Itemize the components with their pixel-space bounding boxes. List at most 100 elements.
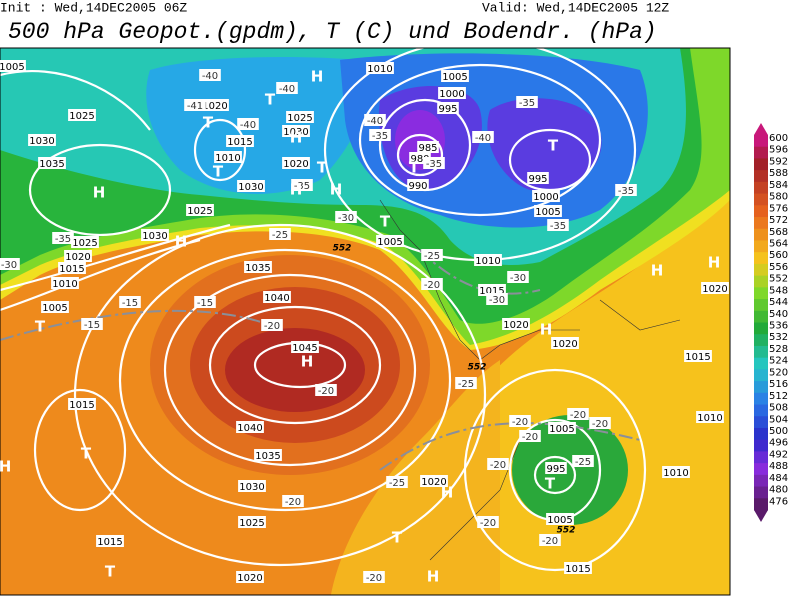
isobar-label-box	[420, 475, 448, 487]
isobar-label-box	[236, 571, 264, 583]
temperature-label: -40	[367, 116, 383, 127]
temperature-label-box	[567, 408, 589, 420]
colorbar-label: 560	[769, 250, 788, 261]
isobar-label: 1035	[245, 263, 270, 274]
colorbar-segment	[754, 345, 768, 359]
isobar-label-box	[236, 421, 264, 433]
isobar-label: 995	[438, 104, 457, 115]
colorbar-label: 528	[769, 344, 788, 355]
pressure-center: H	[0, 458, 11, 476]
temperature-label-box	[276, 82, 298, 94]
temperature-label-box	[386, 476, 408, 488]
isobar-label: 1015	[59, 264, 84, 275]
temperature-label: -40	[240, 120, 256, 131]
temperature-label-box	[572, 455, 594, 467]
isobar-label: 1010	[367, 64, 392, 75]
pressure-center: H	[708, 254, 721, 272]
pressure-center: T	[35, 318, 46, 336]
colorbar-segment	[754, 299, 768, 312]
isobar-label-box	[58, 262, 86, 274]
temperature-label-box	[472, 131, 494, 143]
temperature-label: -20	[592, 419, 608, 430]
colorbar-label: 576	[769, 203, 788, 214]
isobar-label: 1030	[239, 482, 264, 493]
isobar-label: 1015	[69, 400, 94, 411]
temperature-label: -30	[510, 273, 526, 284]
temperature-label: -40	[475, 133, 491, 144]
isobar-label: 1005	[547, 515, 572, 526]
pressure-center: H	[311, 68, 324, 86]
temperature-label: -30	[489, 295, 505, 306]
isobar-label: 1040	[264, 293, 289, 304]
isobar-label-box	[244, 261, 272, 273]
isobar-label: 1005	[0, 62, 25, 73]
temperature-label: -35	[55, 234, 71, 245]
isobar-label: 1010	[475, 256, 500, 267]
isobar-label-box	[564, 562, 592, 574]
pressure-center: T	[81, 445, 92, 463]
isobar-label: 1000	[439, 89, 464, 100]
isobar-label: 985	[418, 143, 437, 154]
colorbar-label: 492	[769, 449, 788, 460]
temperature-label-box	[184, 99, 206, 111]
colorbar-label: 580	[769, 192, 788, 203]
isobar-label: 1010	[52, 279, 77, 290]
temperature-label-box	[0, 258, 20, 270]
colorbar-segment	[754, 275, 768, 288]
colorbar-label: 600	[769, 133, 788, 144]
isobar-label-box	[71, 236, 99, 248]
colorbar-segment	[754, 158, 768, 171]
colorbar-label: 476	[769, 496, 788, 507]
isobar	[73, 223, 487, 567]
isobar-label-box	[214, 151, 242, 163]
temperature-label: -25	[575, 457, 591, 468]
isobar-label: 1020	[552, 339, 577, 350]
field-yellow2	[331, 360, 500, 595]
isobar-label-box	[263, 291, 291, 303]
colorbar-label: 568	[769, 227, 788, 238]
isobar-label-box	[286, 111, 314, 123]
pressure-center: H	[93, 184, 106, 202]
colorbar-segment	[754, 498, 768, 511]
isobar-label: 1025	[187, 206, 212, 217]
isobar	[463, 368, 647, 572]
temperature-label-box	[589, 417, 611, 429]
isobar-label-box	[68, 109, 96, 121]
colorbar-label: 592	[769, 156, 788, 167]
isobar-label-box	[662, 466, 690, 478]
colorbar-segment	[754, 381, 768, 394]
isobar-label: 1035	[255, 451, 280, 462]
colorbar-label: 588	[769, 168, 788, 179]
isobar	[396, 133, 444, 177]
temperature-label: -35	[294, 181, 310, 192]
field-yellow	[430, 200, 730, 595]
isobar-label: 995	[528, 174, 547, 185]
temperature-label-box	[81, 318, 103, 330]
isobar-label-box	[376, 235, 404, 247]
isobar-label: 1040	[237, 423, 262, 434]
isobar-label-box	[417, 141, 439, 153]
isobar-label: 1010	[663, 468, 688, 479]
colorbar-label: 584	[769, 180, 788, 191]
colorbar-label: 484	[769, 473, 788, 484]
colorbar-segment	[754, 404, 768, 417]
isobar-label-box	[502, 318, 530, 330]
temperature-label: -20	[512, 417, 528, 428]
isobar-label: 995	[546, 464, 565, 475]
colorbar-segment	[754, 322, 768, 335]
colorbar-segment	[754, 357, 768, 370]
map-frame	[0, 47, 731, 596]
colorbar-segment	[754, 334, 768, 347]
temperature-label: -20	[264, 321, 280, 332]
temperature-label-box	[487, 458, 509, 470]
isobar-label: 1000	[533, 192, 558, 203]
isobar-label-box	[201, 99, 229, 111]
temperature-label: -35	[550, 221, 566, 232]
isobar-label: 1020	[702, 284, 727, 295]
colorbar-label: 516	[769, 379, 788, 390]
pressure-center: T	[545, 475, 556, 493]
isobar-label-box	[437, 102, 459, 114]
isotherm	[0, 249, 641, 471]
colorbar-label: 480	[769, 485, 788, 496]
isobar-label-box	[68, 398, 96, 410]
